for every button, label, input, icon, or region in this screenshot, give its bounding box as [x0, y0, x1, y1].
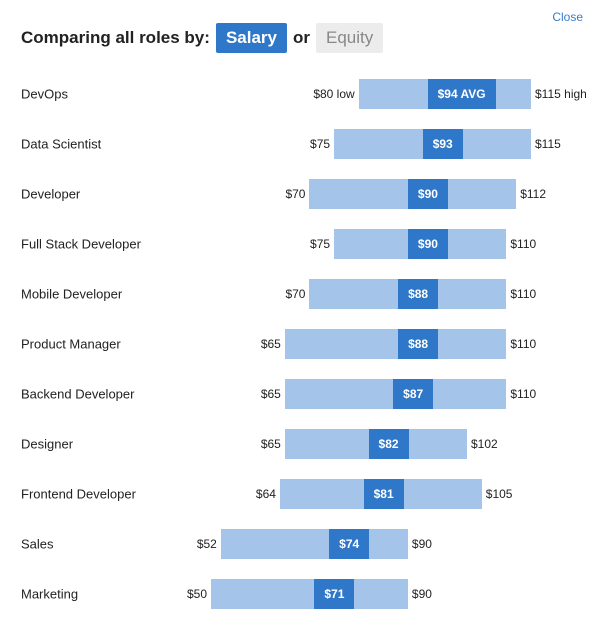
avg-bar: $93 — [422, 129, 463, 159]
role-label: Full Stack Developer — [21, 236, 141, 252]
low-label: $70 — [285, 187, 306, 201]
avg-bar: $71 — [314, 579, 355, 609]
avg-bar: $74 — [329, 529, 370, 559]
avg-bar: $81 — [363, 479, 404, 509]
role-label: Marketing — [21, 586, 79, 602]
high-label: $110 — [510, 287, 537, 301]
low-label: $80 low — [313, 87, 355, 101]
high-label: $110 — [510, 387, 537, 401]
high-label: $110 — [510, 337, 537, 351]
title: Comparing all roles by: — [21, 28, 210, 47]
high-label: $90 — [411, 587, 432, 601]
role-label: DevOps — [21, 86, 68, 102]
header: Comparing all roles by: Salary or Equity — [21, 23, 384, 53]
separator: or — [292, 28, 310, 47]
high-label: $102 — [471, 437, 498, 451]
avg-bar: $88 — [398, 329, 439, 359]
range-bar — [284, 329, 507, 359]
avg-bar: $82 — [368, 429, 409, 459]
avg-bar: $88 — [398, 279, 439, 309]
low-label: $75 — [310, 237, 331, 251]
low-label: $64 — [255, 487, 276, 501]
avg-bar: $90 — [407, 179, 448, 209]
avg-bar: $94 AVG — [427, 79, 496, 109]
role-label: Data Scientist — [21, 136, 102, 152]
high-label: $112 — [520, 187, 547, 201]
role-label: Designer — [21, 436, 74, 452]
low-label: $75 — [310, 137, 331, 151]
equity-button[interactable]: Equity — [315, 23, 384, 53]
high-label: $105 — [485, 487, 513, 501]
avg-bar: $87 — [393, 379, 434, 409]
low-label: $65 — [260, 337, 281, 351]
high-label: $115 — [535, 137, 561, 151]
high-label: $115 high — [535, 87, 587, 101]
role-label: Developer — [21, 186, 81, 202]
avg-bar: $90 — [407, 229, 448, 259]
range-bar — [211, 579, 408, 609]
role-label: Backend Developer — [21, 386, 135, 402]
high-label: $110 — [510, 237, 537, 251]
role-label: Sales — [21, 536, 54, 552]
low-label: $52 — [196, 537, 217, 551]
low-label: $65 — [260, 437, 281, 451]
high-label: $90 — [411, 537, 432, 551]
role-label: Product Manager — [21, 336, 121, 352]
low-label: $50 — [186, 587, 207, 601]
low-label: $70 — [285, 287, 306, 301]
low-label: $65 — [260, 387, 281, 401]
range-bar — [220, 529, 408, 559]
close-link[interactable]: Close — [552, 10, 583, 24]
role-label: Mobile Developer — [21, 286, 123, 302]
salary-button[interactable]: Salary — [215, 23, 287, 53]
role-label: Frontend Developer — [21, 486, 136, 502]
